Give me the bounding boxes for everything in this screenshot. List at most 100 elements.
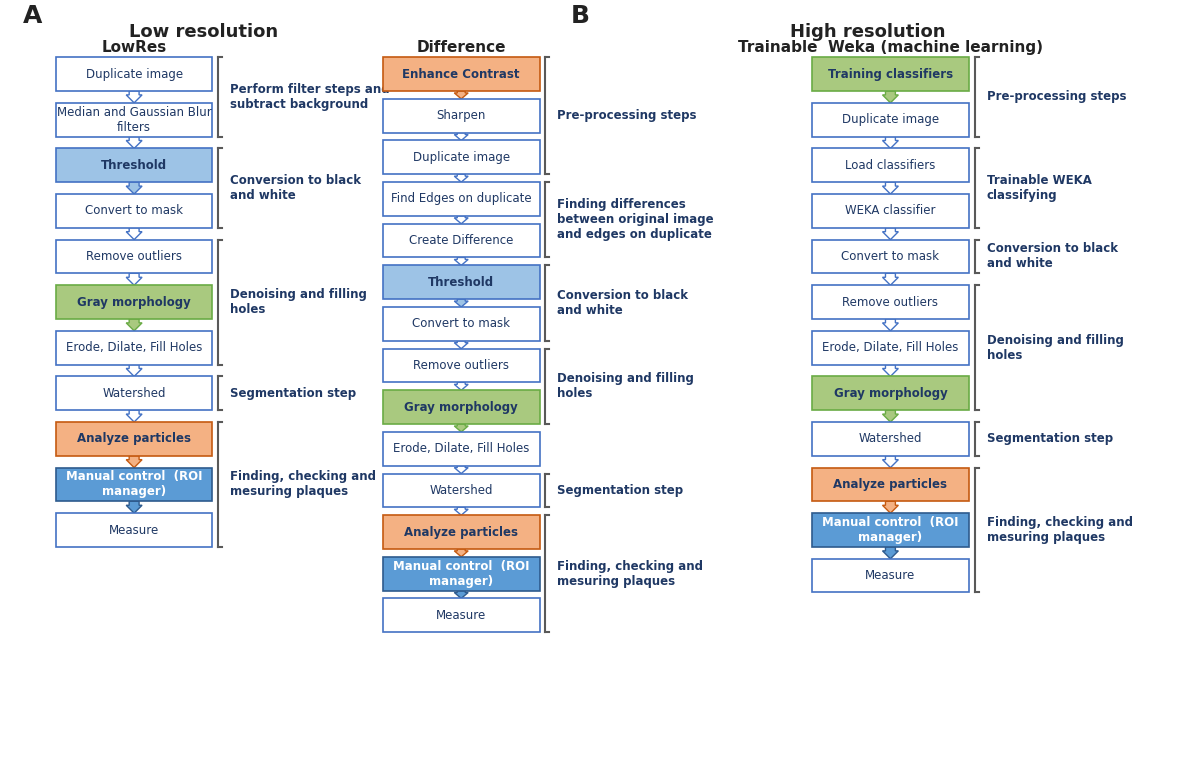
FancyBboxPatch shape (383, 307, 540, 341)
FancyBboxPatch shape (812, 285, 968, 319)
FancyBboxPatch shape (812, 103, 968, 136)
FancyBboxPatch shape (812, 57, 968, 91)
Text: Enhance Contrast: Enhance Contrast (402, 68, 520, 81)
Polygon shape (126, 410, 142, 422)
Polygon shape (455, 174, 468, 182)
Text: Load classifiers: Load classifiers (845, 159, 936, 172)
Text: Median and Gaussian Blur
filters: Median and Gaussian Blur filters (56, 106, 211, 134)
Polygon shape (126, 319, 142, 331)
Polygon shape (455, 299, 468, 307)
Polygon shape (126, 365, 142, 377)
Text: High resolution: High resolution (790, 24, 946, 41)
FancyBboxPatch shape (383, 557, 540, 591)
Text: Trainable WEKA
classifying: Trainable WEKA classifying (986, 174, 1092, 202)
FancyBboxPatch shape (56, 148, 212, 182)
FancyBboxPatch shape (383, 432, 540, 466)
Text: Pre-processing steps: Pre-processing steps (986, 91, 1126, 103)
Text: A: A (23, 4, 42, 27)
FancyBboxPatch shape (383, 473, 540, 508)
Text: Analyze particles: Analyze particles (834, 478, 948, 491)
Text: Measure: Measure (109, 524, 160, 537)
Polygon shape (455, 91, 468, 99)
Text: Duplicate image: Duplicate image (842, 113, 938, 126)
Text: Measure: Measure (436, 609, 486, 622)
Text: Remove outliers: Remove outliers (413, 359, 509, 372)
Text: Watershed: Watershed (430, 484, 493, 497)
FancyBboxPatch shape (56, 331, 212, 365)
FancyBboxPatch shape (56, 422, 212, 456)
FancyBboxPatch shape (812, 422, 968, 456)
FancyBboxPatch shape (812, 331, 968, 365)
Text: LowRes: LowRes (102, 40, 167, 56)
Text: Finding differences
between original image
and edges on duplicate: Finding differences between original ima… (557, 199, 714, 241)
Polygon shape (882, 228, 899, 240)
Text: Pre-processing steps: Pre-processing steps (557, 110, 697, 123)
Polygon shape (455, 549, 468, 557)
FancyBboxPatch shape (383, 349, 540, 382)
Text: Manual control  (ROI
manager): Manual control (ROI manager) (66, 470, 203, 498)
FancyBboxPatch shape (812, 467, 968, 501)
Polygon shape (882, 136, 899, 148)
Polygon shape (882, 501, 899, 513)
Text: Gray morphology: Gray morphology (77, 295, 191, 308)
FancyBboxPatch shape (812, 377, 968, 410)
Text: Erode, Dilate, Fill Holes: Erode, Dilate, Fill Holes (66, 341, 203, 354)
Text: Convert to mask: Convert to mask (841, 250, 940, 263)
Text: Gray morphology: Gray morphology (834, 387, 947, 400)
Polygon shape (455, 216, 468, 224)
Text: Threshold: Threshold (101, 159, 167, 172)
FancyBboxPatch shape (56, 103, 212, 136)
FancyBboxPatch shape (383, 266, 540, 299)
FancyBboxPatch shape (383, 182, 540, 216)
Text: Conversion to black
and white: Conversion to black and white (230, 174, 361, 202)
Polygon shape (126, 501, 142, 513)
Text: Create Difference: Create Difference (409, 234, 514, 247)
Polygon shape (126, 456, 142, 467)
Polygon shape (126, 228, 142, 240)
Text: Manual control  (ROI
manager): Manual control (ROI manager) (822, 516, 959, 544)
FancyBboxPatch shape (812, 559, 968, 593)
Text: Conversion to black
and white: Conversion to black and white (986, 243, 1117, 270)
Text: Trainable  Weka (machine learning): Trainable Weka (machine learning) (738, 40, 1043, 56)
Polygon shape (126, 273, 142, 285)
Polygon shape (455, 466, 468, 473)
FancyBboxPatch shape (56, 194, 212, 228)
FancyBboxPatch shape (812, 194, 968, 228)
Polygon shape (882, 91, 899, 103)
Polygon shape (455, 382, 468, 390)
Text: B: B (570, 4, 589, 27)
Text: Low resolution: Low resolution (128, 24, 278, 41)
Text: Measure: Measure (865, 569, 916, 582)
FancyBboxPatch shape (383, 141, 540, 174)
Polygon shape (882, 273, 899, 285)
FancyBboxPatch shape (383, 598, 540, 632)
Text: Convert to mask: Convert to mask (85, 205, 184, 218)
Text: Training classifiers: Training classifiers (828, 68, 953, 81)
Text: Gray morphology: Gray morphology (404, 400, 518, 414)
Polygon shape (126, 182, 142, 194)
Text: Finding, checking and
mesuring plaques: Finding, checking and mesuring plaques (230, 470, 377, 498)
Text: Duplicate image: Duplicate image (413, 151, 510, 164)
Text: Watershed: Watershed (859, 432, 922, 445)
Text: Segmentation step: Segmentation step (557, 484, 684, 497)
FancyBboxPatch shape (56, 285, 212, 319)
FancyBboxPatch shape (383, 515, 540, 549)
FancyBboxPatch shape (812, 513, 968, 547)
FancyBboxPatch shape (383, 224, 540, 257)
Text: Finding, checking and
mesuring plaques: Finding, checking and mesuring plaques (986, 516, 1133, 544)
Polygon shape (882, 410, 899, 422)
Text: Convert to mask: Convert to mask (413, 317, 510, 330)
FancyBboxPatch shape (383, 390, 540, 424)
FancyBboxPatch shape (812, 240, 968, 273)
Text: Analyze particles: Analyze particles (77, 432, 191, 445)
Text: Manual control  (ROI
manager): Manual control (ROI manager) (392, 559, 529, 587)
Text: Duplicate image: Duplicate image (85, 68, 182, 81)
Polygon shape (882, 365, 899, 377)
Text: Denoising and filling
holes: Denoising and filling holes (986, 333, 1123, 361)
FancyBboxPatch shape (812, 148, 968, 182)
Polygon shape (455, 508, 468, 515)
Polygon shape (882, 319, 899, 331)
FancyBboxPatch shape (56, 513, 212, 547)
Text: Segmentation step: Segmentation step (986, 432, 1112, 445)
Polygon shape (882, 547, 899, 559)
